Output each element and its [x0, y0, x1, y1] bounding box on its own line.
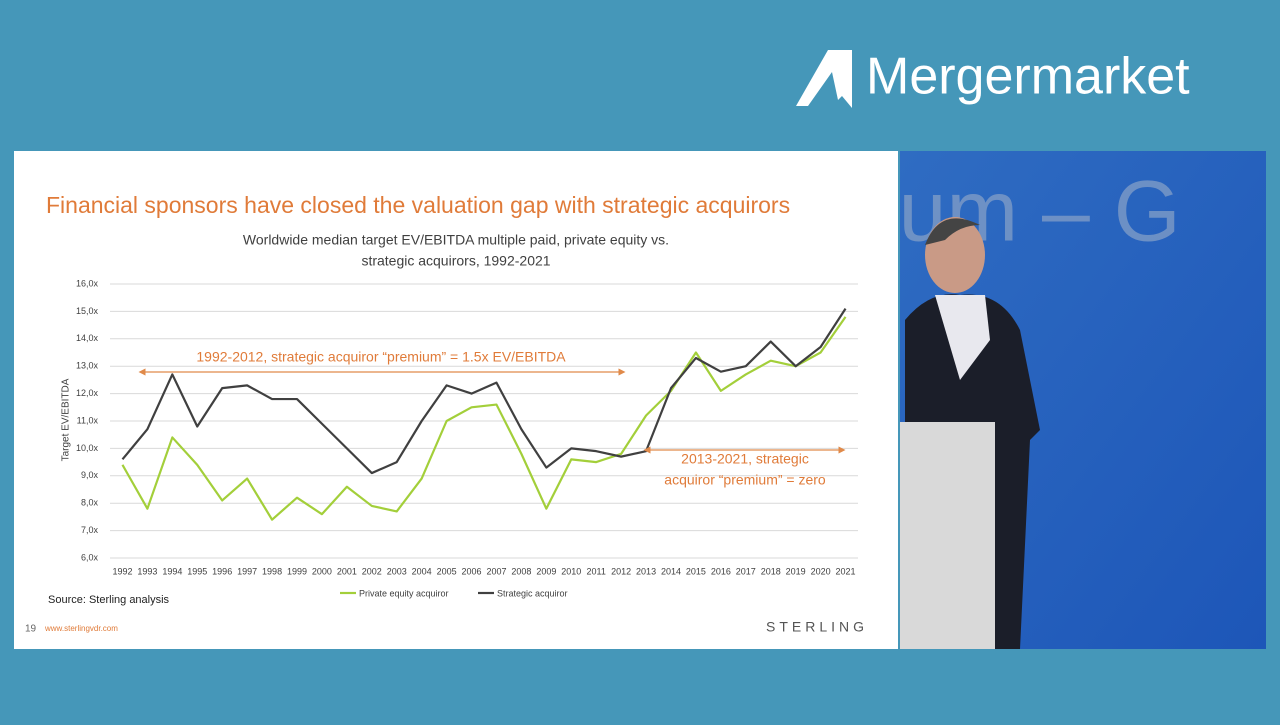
- x-tick-label: 2007: [486, 566, 506, 576]
- x-tick-label: 1993: [137, 566, 157, 576]
- source: Source: Sterling analysis: [48, 594, 170, 606]
- x-tick-label: 2004: [412, 566, 432, 576]
- speaker-hair: [925, 218, 980, 245]
- y-tick-label: 14,0x: [76, 333, 99, 343]
- y-tick-label: 6,0x: [81, 552, 99, 562]
- speaker-video: rum – G: [870, 151, 1266, 649]
- x-tick-label: 2015: [686, 566, 706, 576]
- x-tick-label: 2016: [711, 566, 731, 576]
- x-tick-label: 2011: [587, 566, 606, 576]
- x-tick-label: 1994: [162, 566, 182, 576]
- x-tick-label: 1997: [237, 566, 257, 576]
- y-tick-label: 16,0x: [76, 278, 99, 288]
- y-tick-label: 9,0x: [81, 470, 99, 480]
- x-tick-label: 2013: [636, 566, 656, 576]
- x-tick-label: 1995: [187, 566, 207, 576]
- legend-label: Private equity acquiror: [359, 588, 449, 598]
- speaker-shirt: [935, 295, 990, 380]
- y-tick-label: 7,0x: [81, 525, 99, 535]
- y-tick-label: 12,0x: [76, 388, 99, 398]
- y-tick-label: 8,0x: [81, 498, 99, 508]
- chart-subtitle: strategic acquirors, 1992-2021: [361, 253, 550, 269]
- y-tick-label: 13,0x: [76, 361, 99, 371]
- chart-subtitle: Worldwide median target EV/EBITDA multip…: [243, 232, 669, 248]
- backdrop-text: rum – G: [870, 164, 1181, 260]
- url: www.sterlingvdr.com: [44, 624, 118, 633]
- x-tick-label: 2010: [561, 566, 581, 576]
- brand: STERLING: [766, 619, 868, 635]
- annotation: 1992-2012, strategic acquiror “premium” …: [196, 349, 566, 365]
- x-tick-label: 2017: [736, 566, 756, 576]
- y-axis-label: Target EV/EBITDA: [61, 378, 72, 461]
- x-tick-label: 2002: [362, 566, 382, 576]
- legend-label: Strategic acquiror: [497, 588, 568, 598]
- logo-icon: [796, 50, 852, 108]
- x-tick-label: 2006: [462, 566, 482, 576]
- x-tick-label: 2019: [786, 566, 806, 576]
- x-tick-label: 2014: [661, 566, 681, 576]
- x-tick-label: 2018: [761, 566, 781, 576]
- y-tick-label: 11,0x: [77, 415, 99, 425]
- x-tick-label: 2000: [312, 566, 332, 576]
- y-tick-label: 15,0x: [76, 306, 99, 316]
- page-number: 19: [25, 624, 37, 635]
- x-tick-label: 2003: [387, 566, 407, 576]
- x-tick-label: 2008: [511, 566, 531, 576]
- x-tick-label: 2020: [811, 566, 831, 576]
- x-tick-label: 2005: [437, 566, 457, 576]
- series-line: [121, 316, 847, 521]
- x-tick-label: 1999: [287, 566, 307, 576]
- x-tick-label: 2012: [611, 566, 631, 576]
- annotation: 2013-2021, strategic: [681, 451, 809, 467]
- x-tick-label: 1998: [262, 566, 282, 576]
- slide-title: Financial sponsors have closed the valua…: [46, 192, 790, 218]
- x-tick-label: 1992: [112, 566, 132, 576]
- series-line: [121, 308, 847, 475]
- podium: [900, 422, 995, 649]
- annotation: acquiror “premium” = zero: [664, 472, 826, 488]
- x-tick-label: 2021: [836, 566, 856, 576]
- logo-text: Mergermarket: [866, 48, 1190, 106]
- x-tick-label: 1996: [212, 566, 232, 576]
- x-tick-label: 2001: [337, 566, 357, 576]
- y-tick-label: 10,0x: [76, 443, 99, 453]
- x-tick-label: 2009: [536, 566, 556, 576]
- plot: 6,0x 7,0x 8,0x 9,0x 10,0x 11,0x 12,0x 13,0x 14,0…: [76, 278, 858, 598]
